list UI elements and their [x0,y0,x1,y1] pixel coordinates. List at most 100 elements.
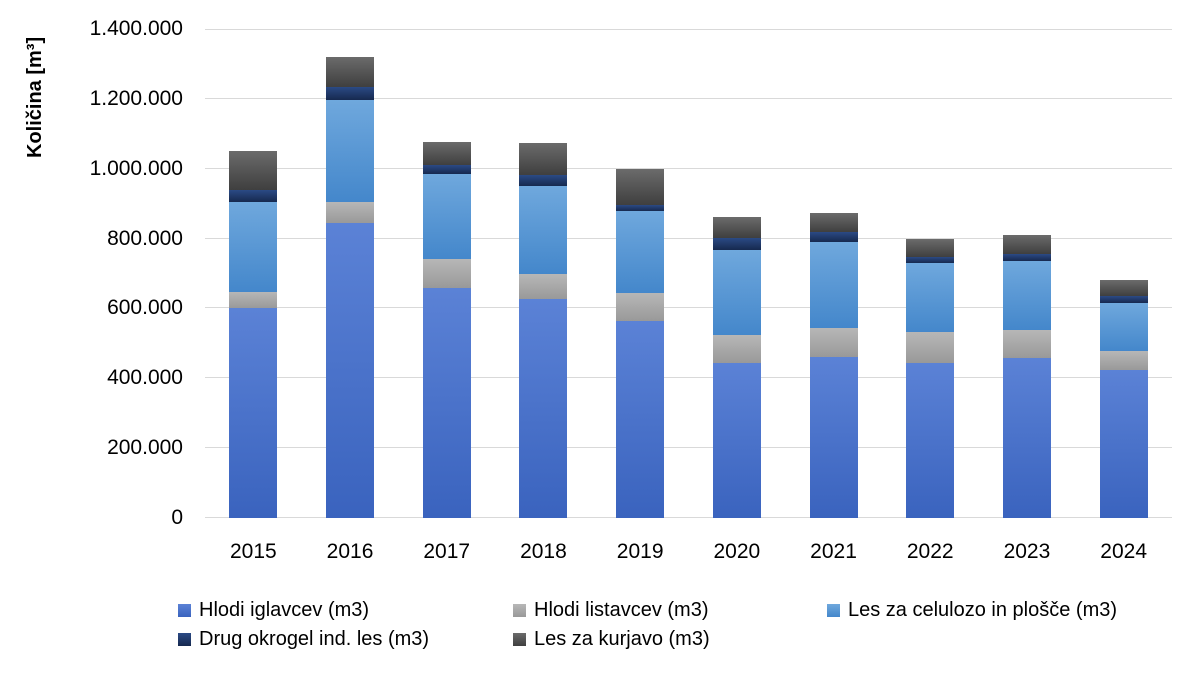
bar-segment-2023-series3 [1002,253,1051,262]
y-tick-label: 400.000 [107,366,183,390]
gridline [205,517,1172,518]
bar-2015 [229,151,278,518]
bar-segment-2024-series0 [1099,369,1148,518]
les-za-celulozo-swatch-icon [827,603,840,617]
bar-segment-2024-series2 [1099,302,1148,352]
bar-segment-2016-series2 [326,99,375,202]
bar-2023 [1002,234,1051,518]
legend-label: Hlodi listavcev (m3) [534,598,709,621]
legend-label: Drug okrogel ind. les (m3) [199,627,430,650]
y-tick-label: 600.000 [107,296,183,320]
bar-segment-2023-series4 [1002,234,1051,254]
bar-segment-2024-series3 [1099,295,1148,303]
bar-segment-2022-series2 [906,263,955,332]
les-za-kurjavo-swatch-icon [513,632,526,646]
bar-segment-2017-series4 [422,141,471,166]
bar-segment-2019-series1 [616,293,665,321]
bar-segment-2016-series1 [326,201,375,223]
bar-segment-2024-series1 [1099,351,1148,370]
legend-item-les-za-celulozo: Les za celulozo in plošče (m3) [827,598,1118,621]
bar-segment-2023-series1 [1002,330,1051,359]
bar-segment-2016-series0 [326,222,375,518]
bar-segment-2022-series1 [906,331,955,363]
bar-segment-2021-series2 [809,242,858,329]
bar-2018 [519,142,568,518]
x-tick-label-2017: 2017 [423,540,471,563]
y-tick-label: 800.000 [107,226,183,250]
bar-segment-2024-series4 [1099,280,1148,296]
bar-segment-2018-series2 [519,185,568,274]
bar-segment-2016-series3 [326,86,375,100]
gridline [205,307,1172,309]
bar-segment-2015-series1 [229,291,278,309]
bar-segment-2015-series0 [229,308,278,518]
bar-segment-2018-series0 [519,298,568,518]
x-tick-label-2015: 2015 [229,540,277,563]
legend-item-les-za-kurjavo: Les za kurjavo (m3) [513,627,827,650]
bar-segment-2020-series2 [712,249,761,335]
x-tick-label-2021: 2021 [810,540,857,563]
gridline [205,447,1172,449]
bar-segment-2017-series1 [422,258,471,288]
legend-label: Les za celulozo in plošče (m3) [848,598,1118,621]
gridline [205,97,1172,99]
gridline [205,167,1172,169]
x-tick-label-2022: 2022 [906,540,954,563]
bar-segment-2017-series2 [422,174,471,259]
bar-segment-2021-series1 [809,328,858,357]
bar-2021 [809,212,858,518]
plot-area [205,29,1172,518]
y-tick-label: 0 [171,506,183,529]
bar-segment-2019-series4 [616,169,665,205]
legend-label: Hlodi iglavcev (m3) [199,598,370,621]
bar-segment-2015-series3 [229,190,278,202]
bar-segment-2020-series0 [712,362,761,518]
bar-segment-2019-series3 [616,204,665,212]
x-tick-label-2023: 2023 [1003,540,1051,563]
x-tick-label-2016: 2016 [326,540,374,563]
bar-segment-2017-series0 [422,287,471,518]
bar-segment-2020-series3 [712,238,761,250]
bar-segment-2022-series4 [906,239,955,257]
bar-segment-2018-series1 [519,273,568,299]
bar-segment-2021-series3 [809,231,858,243]
bar-2017 [422,141,471,518]
bar-2022 [906,239,955,518]
hlodi-listavcev-swatch-icon [513,603,526,617]
x-tick-label-2018: 2018 [520,540,567,563]
gridline [205,29,1172,30]
bar-2016 [326,57,375,518]
legend-label: Les za kurjavo (m3) [534,627,710,650]
hlodi-iglavcev-swatch-icon [178,603,191,617]
bar-2020 [712,217,761,518]
bar-segment-2016-series4 [326,57,375,87]
x-tick-label-2019: 2019 [616,540,664,563]
bar-segment-2020-series4 [712,217,761,239]
bar-segment-2017-series3 [422,165,471,175]
x-tick-label-2024: 2024 [1100,540,1147,563]
bar-segment-2023-series2 [1002,261,1051,331]
bar-segment-2015-series4 [229,151,278,191]
bar-segment-2015-series2 [229,201,278,292]
y-tick-label: 1.200.000 [89,86,183,110]
drug-okrogel-swatch-icon [178,632,191,646]
legend: Hlodi iglavcev (m3) Hlodi listavcev (m3)… [178,598,1118,650]
legend-item-hlodi-iglavcev: Hlodi iglavcev (m3) [178,598,513,621]
bar-2019 [616,169,665,518]
x-tick-label-2020: 2020 [713,540,761,563]
y-tick-label: 1.000.000 [89,156,183,180]
bar-2024 [1099,280,1148,518]
bar-segment-2021-series4 [809,212,858,232]
gridline [205,377,1172,379]
legend-item-hlodi-listavcev: Hlodi listavcev (m3) [513,598,827,621]
bar-segment-2021-series0 [809,356,858,518]
bar-segment-2023-series0 [1002,358,1051,518]
y-tick-label: 200.000 [107,436,183,460]
bar-segment-2019-series2 [616,211,665,294]
gridline [205,237,1172,239]
bar-segment-2022-series3 [906,256,955,264]
bar-segment-2018-series3 [519,175,568,186]
bar-segment-2022-series0 [906,362,955,518]
bar-segment-2019-series0 [616,321,665,518]
